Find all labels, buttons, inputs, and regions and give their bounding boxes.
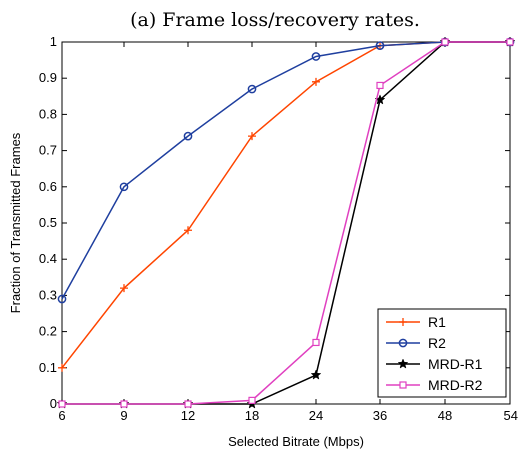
data-point-r2 [57,294,67,304]
x-tick-label: 54 [504,408,518,423]
data-point-mrd-r2 [506,38,514,46]
y-tick-label: 0.1 [39,360,57,375]
data-point-r1 [312,77,320,86]
legend-label: R1 [428,314,446,330]
data-point-mrd-r2 [312,338,320,347]
legend: R1 R2 MRD-R1 MRD-R2 [377,308,507,398]
legend-item-r1: R1 [386,314,446,330]
data-point-mrd-r2 [248,396,256,404]
data-point-mrd-r2 [58,400,66,408]
y-tick-label: 0.2 [39,324,57,339]
series-group [56,36,516,409]
legend-marker [397,358,409,369]
chart-title: (a) Frame loss/recovery rates. [130,9,420,31]
legend-label: MRD-R1 [428,356,483,372]
y-tick-label: 0.8 [39,106,57,121]
data-point-r2 [375,41,385,50]
data-point-mrd-r2 [441,38,449,46]
data-point-mrd-r2 [120,400,128,408]
data-point-r2 [183,131,193,141]
x-tick-label: 48 [438,408,452,423]
series-line-mrd-r2 [62,41,510,405]
legend-marker [398,338,408,348]
y-axis-label: Fraction of Transmitted Frames [8,132,23,313]
legend-item-r2: R2 [386,335,446,351]
legend-label: R2 [428,335,446,351]
x-axis: 6 9 12 18 24 36 48 54 [58,42,518,423]
y-tick-label: 0.5 [39,215,57,230]
data-point-r2 [311,52,321,61]
data-point-mrd-r2 [376,81,384,90]
y-tick-label: 0.3 [39,287,57,302]
x-tick-label: 36 [373,408,387,423]
series-mrd-r2 [58,38,514,408]
data-point-mrd-r1 [310,369,322,380]
y-tick-label: 1 [50,34,57,49]
x-tick-label: 12 [181,408,195,423]
y-tick-label: 0.9 [39,70,57,85]
x-axis-label: Selected Bitrate (Mbps) [228,434,364,449]
y-tick-label: 0.4 [39,251,57,266]
legend-label: MRD-R2 [428,377,483,393]
y-tick-label: 0.7 [39,143,57,158]
data-point-r1 [58,363,66,372]
legend-marker [399,318,407,326]
series-r2 [57,37,515,304]
y-axis: 0 0.1 0.2 0.3 0.4 0.5 0.6 0.7 0.8 0.9 1 [39,34,510,411]
legend-marker [399,381,407,389]
data-point-r1 [248,132,256,141]
x-tick-label: 6 [58,408,65,423]
data-point-r2 [247,84,257,94]
x-tick-label: 24 [309,408,323,423]
legend-box [377,308,507,398]
x-tick-label: 9 [120,408,127,423]
x-tick-label: 18 [245,408,259,423]
y-tick-label: 0 [50,396,57,411]
data-point-r2 [119,182,129,192]
legend-item-mrd-r2: MRD-R2 [386,377,483,393]
data-point-r1 [184,226,192,235]
series-line-r2 [61,41,510,300]
data-point-r1 [120,284,128,293]
data-point-mrd-r2 [184,400,192,408]
legend-item-mrd-r1: MRD-R1 [386,356,483,372]
y-tick-label: 0.6 [39,179,57,194]
